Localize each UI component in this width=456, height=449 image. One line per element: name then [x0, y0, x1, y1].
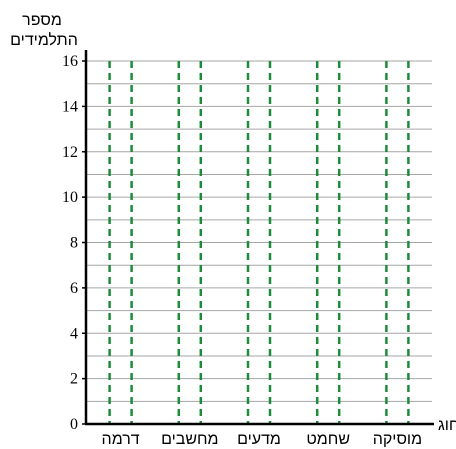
y-tick-label: 2	[70, 371, 78, 388]
bar-placeholders	[108, 61, 410, 424]
gridlines	[86, 60, 432, 402]
y-tick-label: 8	[70, 235, 78, 252]
y-tick-label: 12	[62, 144, 78, 161]
y-tick-label: 6	[70, 280, 78, 297]
y-tick-label: 14	[62, 98, 78, 115]
x-category-label: מוסיקה	[373, 431, 422, 448]
y-tick-label: 0	[70, 416, 78, 433]
x-category-label: מחשבים	[161, 431, 218, 448]
x-category-labels: דרמה מחשבים מדעים שחמט מוסיקה	[102, 431, 423, 448]
y-tick-label: 16	[62, 53, 78, 70]
y-tick-labels: 0 2 4 6 8 10 12 14 16	[62, 53, 86, 433]
x-category-label: דרמה	[102, 431, 140, 448]
axes	[84, 50, 434, 426]
x-axis-title: חוג	[438, 417, 456, 434]
y-axis-title-line2: התלמידים	[10, 31, 78, 49]
x-category-label: מדעים	[237, 431, 281, 448]
y-tick-label: 10	[62, 189, 78, 206]
y-tick-label: 4	[70, 325, 78, 342]
y-axis-title-line1: מספר	[22, 12, 62, 29]
x-category-label: שחמט	[306, 431, 350, 448]
